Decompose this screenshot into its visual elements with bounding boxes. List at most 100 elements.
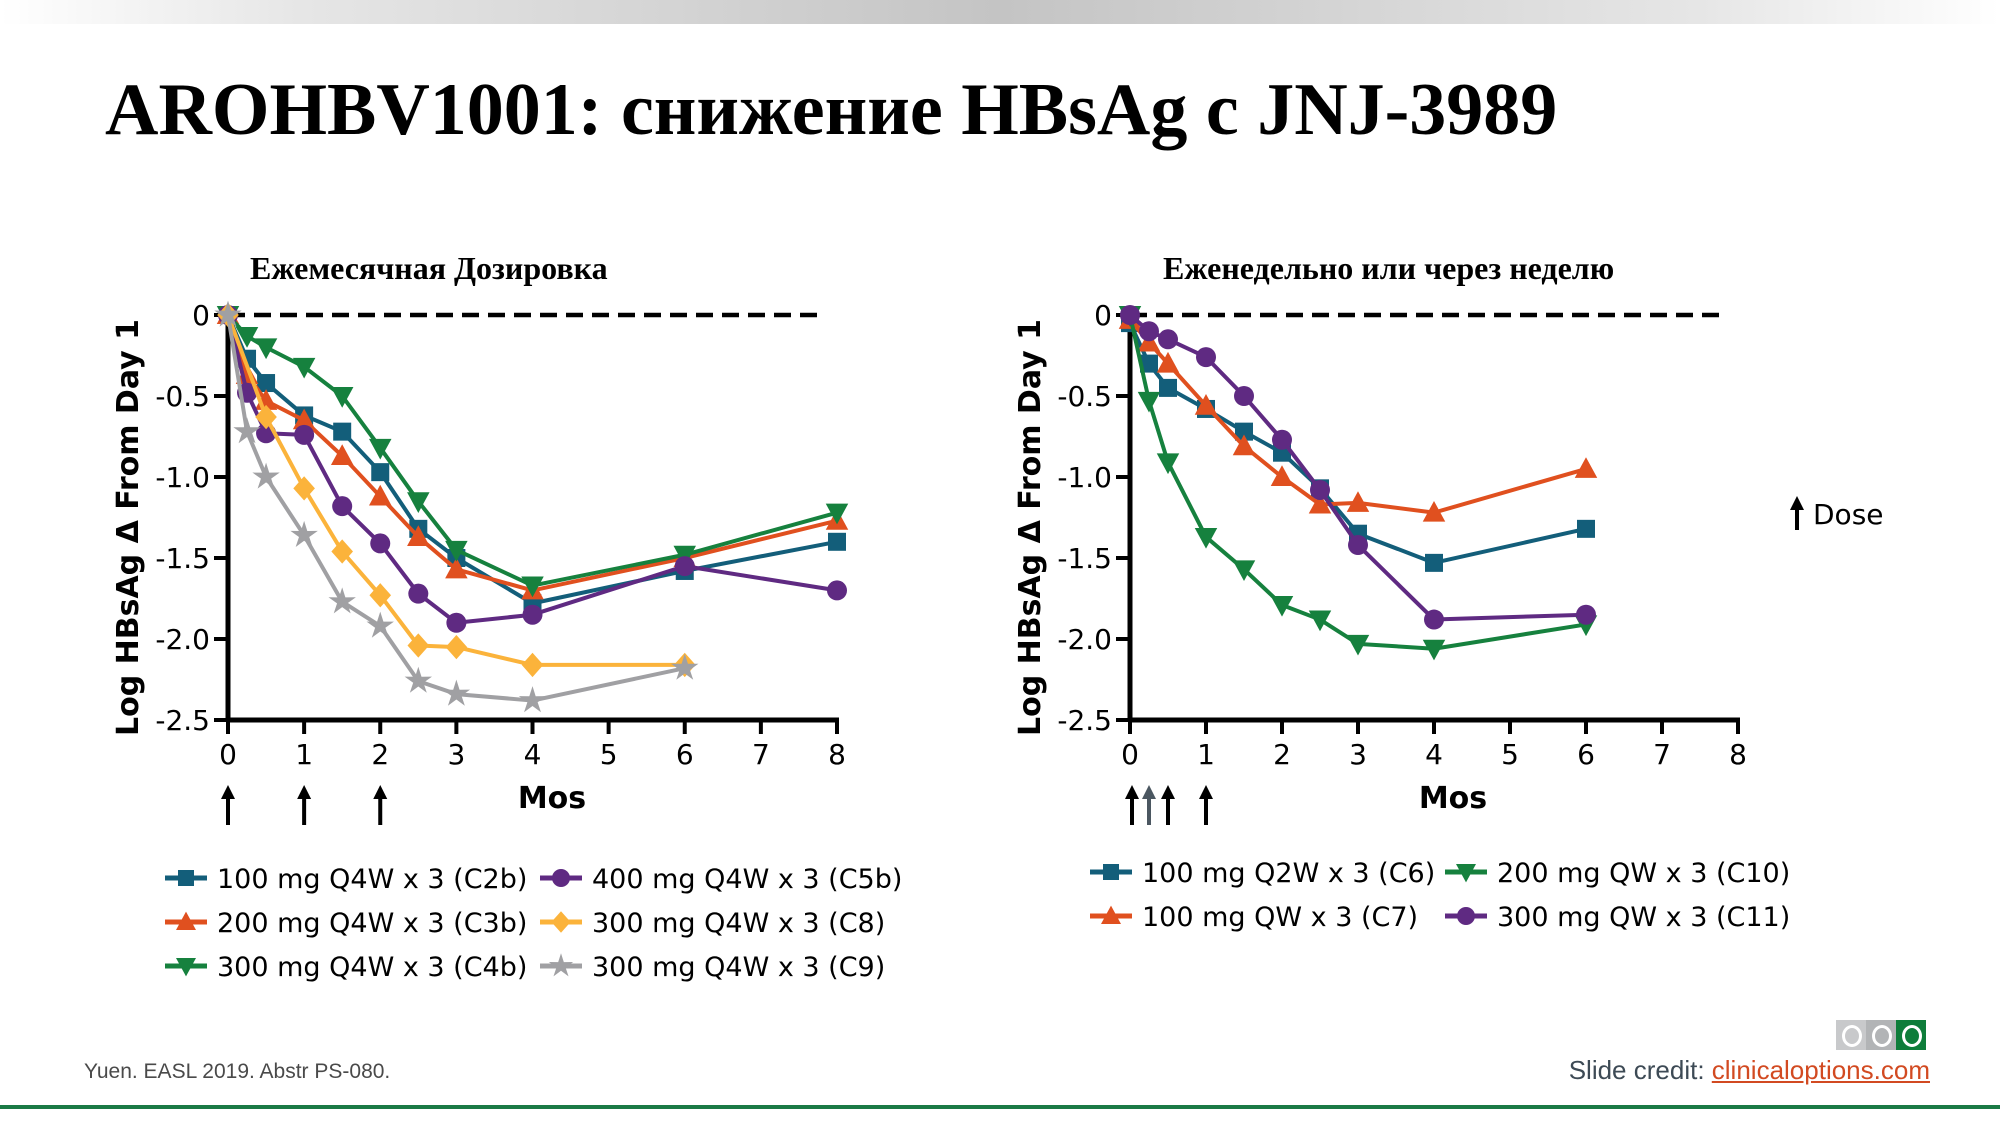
legend-marker-triangle-down [1456,864,1476,883]
data-point [1308,492,1332,514]
y-tick-label: -1.0 [1057,461,1112,494]
data-point [1346,491,1370,512]
legend-marker-diamond [551,911,571,933]
dose-legend-label: Dose [1813,498,1884,531]
data-point [371,463,390,482]
data-point [292,408,316,430]
data-point [1196,347,1216,368]
legend-item: 300 mg Q4W x 3 (C8) [540,908,885,939]
dose-arrow [1125,785,1139,825]
x-tick-label: 1 [1197,738,1215,771]
data-point [1270,465,1294,486]
x-tick-label: 8 [1729,738,1747,771]
x-axis-label: Mos [1419,781,1487,816]
legend-item: 400 mg Q4W x 3 (C5b) [540,864,902,895]
y-tick-label: -1.5 [155,542,210,575]
data-point [1139,321,1159,342]
data-point [1346,634,1370,656]
dose-arrow [297,785,312,825]
data-point [293,476,315,501]
legend-marker-triangle-up [1101,905,1121,924]
series-c11 [1120,305,1596,630]
legend-marker-circle [552,869,570,887]
arrow-head [1199,785,1213,799]
legend-item: 100 mg Q4W x 3 (C2b) [165,864,527,895]
legend-item: 200 mg QW x 3 (C10) [1445,858,1790,889]
series-line [226,314,686,703]
x-tick-label: 4 [1425,738,1443,771]
data-point [1576,604,1596,625]
legend-label: 200 mg QW x 3 (C10) [1497,858,1790,889]
series-c7 [1118,308,1598,522]
series-line [1128,322,1587,565]
charts-canvas: 0 -0.5 -1.0 -1.5 -2.0 -2.5 0 1 2 3 4 5 6 7 8 Log HBsAg … [111,299,1884,983]
series-c4b [216,306,849,598]
x-tick-label: 2 [371,738,389,771]
legend-item: 100 mg Q2W x 3 (C6) [1090,858,1435,889]
data-point [292,357,316,379]
y-tick-label: 0 [192,299,210,332]
data-point [408,583,429,604]
dose-arrow [1161,785,1175,825]
data-point [1422,639,1446,661]
data-point [1574,457,1598,478]
y-tick-label: 0 [1094,299,1112,332]
data-point [407,492,430,513]
data-point [1158,329,1178,350]
data-point [369,583,392,608]
footer-divider [0,1105,2000,1109]
data-point [252,462,280,489]
data-point [446,612,467,633]
arrow-head [1161,785,1175,799]
x-tick-label: 6 [1577,738,1595,771]
data-point [1232,434,1256,456]
x-tick-label: 5 [1501,738,1519,771]
series-c10 [1118,306,1598,661]
data-point [1232,560,1256,582]
data-point [521,652,544,678]
data-point [1156,453,1180,475]
data-point [1425,553,1443,572]
citation: Yuen. EASL 2019. Abstr PS-080. [84,1060,391,1083]
data-point [445,634,468,660]
legend-label: 100 mg QW x 3 (C7) [1142,902,1418,933]
legend-label: 300 mg QW x 3 (C11) [1497,902,1790,933]
data-point [825,503,849,525]
chart-1: 0 -0.5 -1.0 -1.5 -2.0 -2.5 0 1 2 3 4 5 6 7 8 Log HBsAg … [1013,299,1790,933]
x-tick-label: 2 [1273,738,1291,771]
dose-legend: Dose [1790,496,1884,531]
data-point [254,338,278,360]
y-tick-label: -1.5 [1057,542,1112,575]
x-tick-label: 3 [1349,738,1367,771]
data-point [1234,386,1254,406]
x-tick-label: 1 [295,738,313,771]
x-tick-label: 7 [1653,738,1671,771]
arrow-head [297,785,312,799]
legend-item: 100 mg QW x 3 (C7) [1090,902,1418,933]
data-point [330,444,354,465]
legend-marker-triangle-up [176,911,196,930]
slide-title: AROHBV1001: снижение HBsAg с JNJ-3989 [105,69,1558,151]
series-line [1128,314,1587,651]
data-point [1194,527,1218,549]
data-point [290,520,318,547]
chart-title-weekly: Еженедельно или через неделю [1163,250,1615,286]
legend-item: 200 mg Q4W x 3 (C3b) [165,908,527,939]
arrow-head [1142,785,1156,799]
data-point [369,438,392,460]
data-point [235,327,259,348]
data-point [1272,429,1292,450]
data-point [518,686,547,713]
y-tick-label: -2.5 [155,704,210,737]
data-point [1156,351,1180,373]
data-point [257,374,276,393]
legend-label: 300 mg Q4W x 3 (C4b) [217,952,527,983]
cco-logo [1836,1020,1928,1050]
dose-arrow [1142,785,1156,825]
data-point [828,532,846,551]
legend-marker-square [1103,864,1119,880]
arrow-head [1790,496,1804,510]
clinicaloptions-link[interactable]: clinicaloptions.com [1711,1055,1930,1085]
data-point [827,580,847,601]
data-point [1235,422,1253,441]
